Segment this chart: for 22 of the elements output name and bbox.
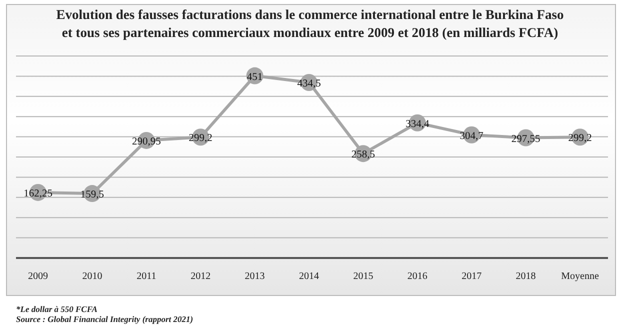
data-label: 299,2 <box>568 133 592 144</box>
data-label: 451 <box>246 72 263 83</box>
source-note: Source : Global Financial Integrity (rapport 2021) <box>16 314 194 324</box>
data-label: 159,5 <box>80 190 104 201</box>
chart-title: Evolution des fausses facturations dans le commerce international entre le Burkina Faso et tous ses partenaires commerciaux mondiaux entre 2009 et 2018 (en milliards FCFA) <box>55 6 565 42</box>
x-tick-label: 2015 <box>353 271 374 282</box>
x-tick-label: 2016 <box>407 271 428 282</box>
x-tick-label: Moyenne <box>561 271 600 282</box>
text: *Le dollar à 550 FCFA <box>16 304 98 314</box>
x-tick-label: 2011 <box>136 271 156 282</box>
data-label: 162,25 <box>24 188 52 200</box>
x-tick-label: 2018 <box>516 271 536 282</box>
x-tick-label: 2009 <box>28 271 48 282</box>
x-tick-label: 2012 <box>190 271 211 282</box>
data-label: 304,7 <box>460 130 484 142</box>
data-label: 258,5 <box>351 150 376 161</box>
data-label: 297,55 <box>511 134 540 145</box>
x-tick-label: 2010 <box>82 271 102 282</box>
x-tick-label: 2014 <box>299 271 319 282</box>
x-tick-label: 2013 <box>244 271 265 282</box>
x-tick-label: 2017 <box>462 271 482 282</box>
data-label: 299,2 <box>188 133 212 144</box>
